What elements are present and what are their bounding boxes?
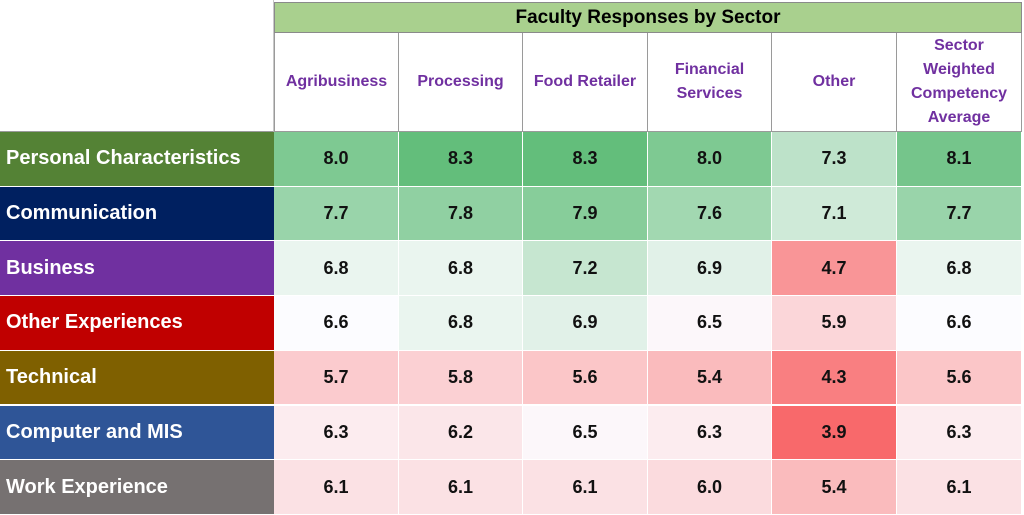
- value-cell: 5.6: [897, 350, 1022, 406]
- value-cell: 6.9: [648, 241, 772, 297]
- row-label-work-experience: Work Experience: [0, 460, 274, 515]
- value-cell: 6.3: [274, 405, 399, 461]
- value-cell: 6.1: [399, 460, 523, 515]
- value-cell: 7.8: [399, 186, 523, 242]
- value-cell: 6.6: [897, 296, 1022, 351]
- value-cell: 6.1: [274, 460, 399, 515]
- value-cell: 3.9: [772, 405, 897, 461]
- value-cell: 7.3: [772, 132, 897, 187]
- row-label-business: Business: [0, 241, 274, 297]
- row-label-personal-characteristics: Personal Characteristics: [0, 132, 274, 187]
- value-cell: 8.3: [399, 132, 523, 187]
- value-cell: 7.2: [523, 241, 648, 297]
- value-cell: 6.8: [399, 296, 523, 351]
- row-label-computer-and-mis: Computer and MIS: [0, 405, 274, 461]
- value-cell: 6.5: [648, 296, 772, 351]
- value-cell: 5.6: [523, 350, 648, 406]
- value-cell: 5.4: [648, 350, 772, 406]
- value-cell: 7.9: [523, 186, 648, 242]
- column-header-other: Other: [772, 33, 897, 132]
- value-cell: 6.6: [274, 296, 399, 351]
- value-cell: 6.1: [897, 460, 1022, 515]
- value-cell: 5.4: [772, 460, 897, 515]
- value-cell: 6.3: [648, 405, 772, 461]
- value-cell: 7.7: [274, 186, 399, 242]
- value-cell: 4.7: [772, 241, 897, 297]
- value-cell: 8.0: [274, 132, 399, 187]
- column-header-sector-weighted-competency-average: Sector Weighted Competency Average: [897, 33, 1022, 132]
- column-header-processing: Processing: [399, 33, 523, 132]
- value-cell: 6.5: [523, 405, 648, 461]
- table-title: Faculty Responses by Sector: [274, 2, 1022, 33]
- value-cell: 5.8: [399, 350, 523, 406]
- value-cell: 7.6: [648, 186, 772, 242]
- row-label-communication: Communication: [0, 186, 274, 242]
- value-cell: 6.9: [523, 296, 648, 351]
- corner-cell-bottom: [0, 33, 274, 132]
- row-label-other-experiences: Other Experiences: [0, 296, 274, 351]
- value-cell: 4.3: [772, 350, 897, 406]
- value-cell: 5.9: [772, 296, 897, 351]
- column-header-agribusiness: Agribusiness: [274, 33, 399, 132]
- value-cell: 6.3: [897, 405, 1022, 461]
- value-cell: 6.8: [399, 241, 523, 297]
- value-cell: 7.7: [897, 186, 1022, 242]
- value-cell: 6.8: [897, 241, 1022, 297]
- row-label-technical: Technical: [0, 350, 274, 406]
- value-cell: 7.1: [772, 186, 897, 242]
- value-cell: 6.8: [274, 241, 399, 297]
- value-cell: 5.7: [274, 350, 399, 406]
- value-cell: 8.3: [523, 132, 648, 187]
- value-cell: 6.0: [648, 460, 772, 515]
- corner-cell-top: [0, 0, 274, 33]
- value-cell: 6.2: [399, 405, 523, 461]
- column-header-financial-services: Financial Services: [648, 33, 772, 132]
- value-cell: 8.1: [897, 132, 1022, 187]
- value-cell: 6.1: [523, 460, 648, 515]
- column-header-food-retailer: Food Retailer: [523, 33, 648, 132]
- value-cell: 8.0: [648, 132, 772, 187]
